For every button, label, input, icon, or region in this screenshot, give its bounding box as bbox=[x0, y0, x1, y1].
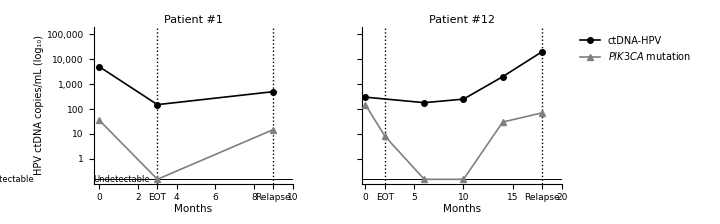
PIK3CA mutation bbox=[459, 178, 468, 181]
X-axis label: Months: Months bbox=[174, 204, 212, 214]
Legend: ctDNA-HPV, $\it{PIK3CA}$ mutation: ctDNA-HPV, $\it{PIK3CA}$ mutation bbox=[577, 32, 695, 66]
PIK3CA mutation bbox=[420, 178, 428, 181]
Line: PIK3CA mutation: PIK3CA mutation bbox=[96, 118, 276, 182]
Line: ctDNA-HPV: ctDNA-HPV bbox=[96, 64, 276, 108]
Title: Patient #12: Patient #12 bbox=[429, 15, 495, 25]
ctDNA-HPV bbox=[538, 50, 546, 53]
Line: PIK3CA mutation: PIK3CA mutation bbox=[363, 102, 545, 182]
PIK3CA mutation bbox=[381, 135, 390, 138]
PIK3CA mutation bbox=[95, 119, 104, 122]
ctDNA-HPV bbox=[269, 90, 278, 93]
PIK3CA mutation bbox=[269, 128, 278, 131]
X-axis label: Months: Months bbox=[443, 204, 481, 214]
ctDNA-HPV bbox=[420, 101, 428, 104]
PIK3CA mutation bbox=[361, 103, 369, 106]
Y-axis label: HPV ctDNA copies/mL (log₁₀): HPV ctDNA copies/mL (log₁₀) bbox=[34, 35, 44, 175]
Text: Undetectable: Undetectable bbox=[0, 175, 34, 184]
Line: ctDNA-HPV: ctDNA-HPV bbox=[363, 49, 545, 106]
Text: Undetectable: Undetectable bbox=[93, 175, 150, 184]
PIK3CA mutation bbox=[153, 178, 162, 181]
ctDNA-HPV bbox=[95, 65, 104, 68]
PIK3CA mutation bbox=[538, 112, 546, 114]
ctDNA-HPV bbox=[153, 103, 162, 106]
ctDNA-HPV bbox=[361, 96, 369, 99]
ctDNA-HPV bbox=[459, 98, 468, 101]
PIK3CA mutation bbox=[498, 121, 507, 123]
Title: Patient #1: Patient #1 bbox=[163, 15, 222, 25]
ctDNA-HPV bbox=[498, 75, 507, 78]
